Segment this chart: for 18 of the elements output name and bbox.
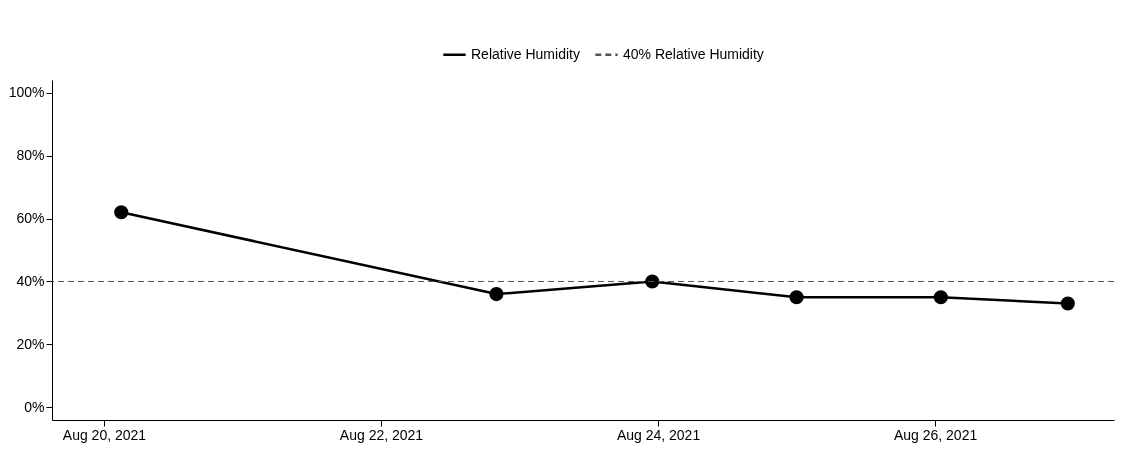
y-tick-label: 0% [24, 398, 45, 415]
x-tick-label: Aug 26, 2021 [893, 426, 978, 443]
x-tick-label: Aug 24, 2021 [616, 426, 701, 443]
y-tick-label: 60% [16, 210, 45, 227]
legend-label: Relative Humidity [471, 45, 580, 62]
x-tick-label: Aug 22, 2021 [339, 426, 424, 443]
y-tick-label: 40% [16, 272, 45, 289]
point [645, 274, 660, 289]
y-tick-label: 80% [16, 147, 45, 164]
y-tick-label: 100% [8, 84, 45, 101]
point [114, 205, 129, 220]
point [1060, 296, 1075, 311]
point [789, 290, 804, 305]
point [489, 287, 504, 302]
y-tick-label: 20% [16, 335, 45, 352]
legend-label: 40% Relative Humidity [623, 45, 764, 62]
point [933, 290, 948, 305]
x-tick-label: Aug 20, 2021 [62, 426, 147, 443]
